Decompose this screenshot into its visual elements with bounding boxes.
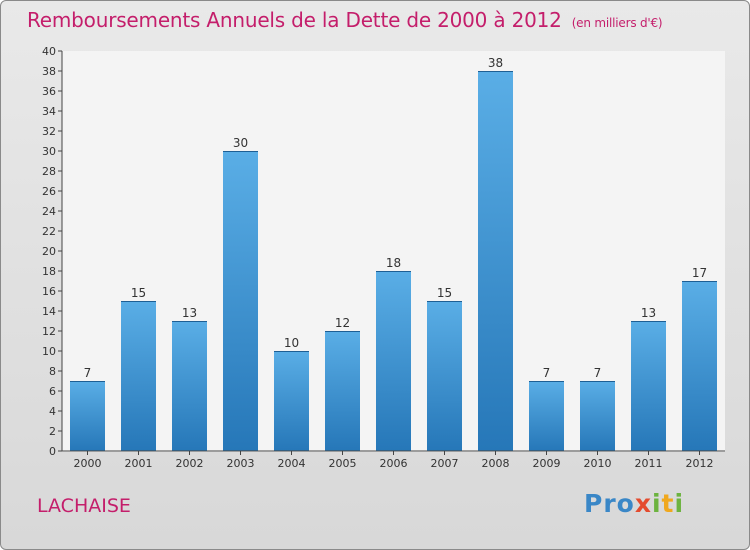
x-tick-label: 2012 xyxy=(686,457,714,470)
bar-value-label: 17 xyxy=(692,266,707,280)
y-tick-label: 0 xyxy=(49,445,56,458)
bar-value-label: 15 xyxy=(131,286,146,300)
bar xyxy=(478,71,513,451)
bar xyxy=(70,381,105,451)
bar xyxy=(631,321,666,451)
x-tick-label: 2007 xyxy=(431,457,459,470)
proxiti-logo: Proxiti xyxy=(584,489,685,518)
bar-value-label: 18 xyxy=(386,256,401,270)
bar xyxy=(121,301,156,451)
x-tick-label: 2010 xyxy=(584,457,612,470)
y-tick-label: 16 xyxy=(42,285,56,298)
bar-value-label: 15 xyxy=(437,286,452,300)
bar-value-label: 7 xyxy=(594,366,602,380)
chart-title-unit: (en milliers d'€) xyxy=(571,16,663,30)
chart-title-text: Remboursements Annuels de la Dette de 20… xyxy=(27,8,562,32)
bar xyxy=(172,321,207,451)
y-tick-label: 22 xyxy=(42,225,56,238)
y-tick-label: 38 xyxy=(42,65,56,78)
bar-value-label: 13 xyxy=(182,306,197,320)
x-tick-label: 2000 xyxy=(74,457,102,470)
x-tick-label: 2003 xyxy=(227,457,255,470)
x-tick-label: 2001 xyxy=(125,457,153,470)
bar-value-label: 7 xyxy=(543,366,551,380)
y-tick-label: 2 xyxy=(49,425,56,438)
x-axis: 2000 2001 2002 2003 2004 2005 2006 2007 2008 2009… xyxy=(62,450,725,470)
commune-name: LACHAISE xyxy=(37,495,131,517)
y-tick-label: 34 xyxy=(42,105,56,118)
y-tick-label: 36 xyxy=(42,85,56,98)
bar-value-label: 10 xyxy=(284,336,299,350)
bar xyxy=(376,271,411,451)
chart-title: Remboursements Annuels de la Dette de 20… xyxy=(27,8,663,32)
bar-value-label: 7 xyxy=(84,366,92,380)
x-tick-label: 2008 xyxy=(482,457,510,470)
y-tick-label: 4 xyxy=(49,405,56,418)
x-tick-label: 2005 xyxy=(329,457,357,470)
y-tick-label: 26 xyxy=(42,185,56,198)
y-tick-label: 12 xyxy=(42,325,56,338)
bar xyxy=(529,381,564,451)
y-tick-label: 6 xyxy=(49,385,56,398)
x-tick-label: 2002 xyxy=(176,457,204,470)
bars: 7 15 13 30 10 12 18 15 38 7 7 13 17 xyxy=(70,56,717,451)
bar-value-label: 12 xyxy=(335,316,350,330)
y-tick-label: 20 xyxy=(42,245,56,258)
y-tick-label: 10 xyxy=(42,345,56,358)
bar xyxy=(580,381,615,451)
x-tick-label: 2009 xyxy=(533,457,561,470)
y-tick-label: 40 xyxy=(42,45,56,58)
y-tick-label: 30 xyxy=(42,145,56,158)
bar-value-label: 30 xyxy=(233,136,248,150)
bar xyxy=(427,301,462,451)
bar-value-label: 38 xyxy=(488,56,503,70)
x-tick-label: 2004 xyxy=(278,457,306,470)
y-tick-label: 14 xyxy=(42,305,56,318)
bar-value-label: 13 xyxy=(641,306,656,320)
y-tick-label: 18 xyxy=(42,265,56,278)
bar xyxy=(325,331,360,451)
bar xyxy=(682,281,717,451)
y-tick-label: 28 xyxy=(42,165,56,178)
bar xyxy=(223,151,258,451)
x-tick-label: 2006 xyxy=(380,457,408,470)
bar xyxy=(274,351,309,451)
y-tick-label: 32 xyxy=(42,125,56,138)
y-tick-label: 24 xyxy=(42,205,56,218)
x-tick-label: 2011 xyxy=(635,457,663,470)
y-tick-label: 8 xyxy=(49,365,56,378)
